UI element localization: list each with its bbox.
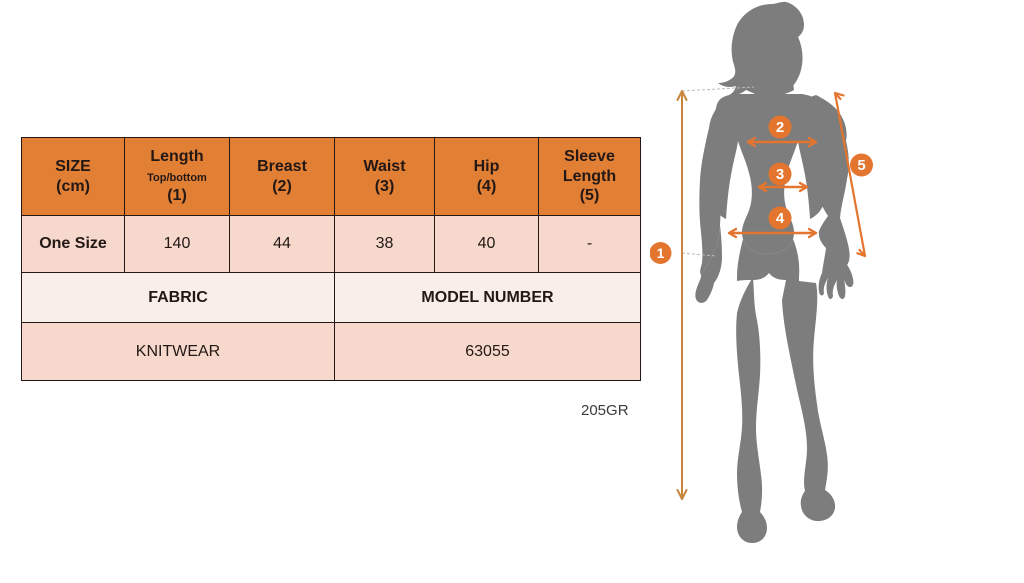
svg-text:1: 1 xyxy=(657,245,665,261)
svg-text:5: 5 xyxy=(857,157,865,174)
svg-text:4: 4 xyxy=(776,210,785,227)
svg-text:3: 3 xyxy=(776,166,784,183)
svg-text:2: 2 xyxy=(776,119,784,136)
